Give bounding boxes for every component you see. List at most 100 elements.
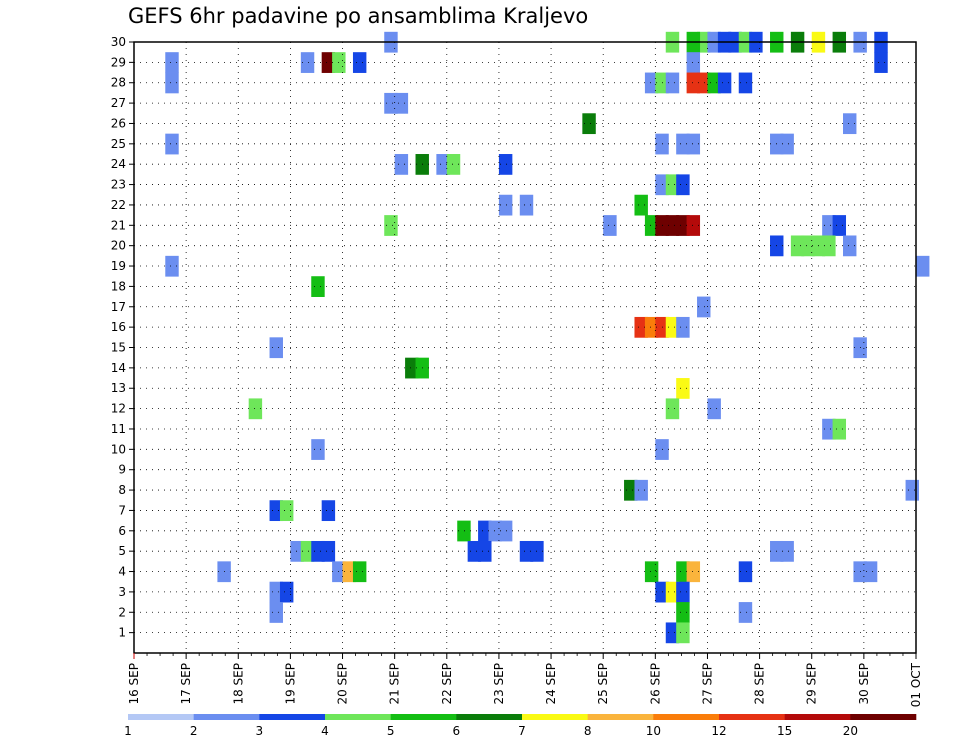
heatmap-cell xyxy=(863,561,878,583)
y-tick-label: 1 xyxy=(118,626,126,640)
legend-label: 2 xyxy=(190,724,198,738)
legend-label: 4 xyxy=(321,724,329,738)
heatmap-cell xyxy=(676,561,690,583)
heatmap-cell xyxy=(738,561,753,583)
heatmap-cell xyxy=(822,215,836,236)
heatmap-cell xyxy=(644,72,659,94)
heatmap-cell xyxy=(644,316,659,338)
legend-swatch xyxy=(259,714,326,720)
x-tick-label: 16 SEP xyxy=(127,663,141,705)
y-tick-label: 13 xyxy=(111,381,126,395)
heatmap-cell xyxy=(738,602,753,623)
heatmap-cell xyxy=(311,276,325,297)
heatmap-cell xyxy=(780,133,794,155)
legend-label: 1 xyxy=(124,724,132,738)
heatmap-cell xyxy=(665,398,680,420)
x-tick-label: 27 SEP xyxy=(700,663,714,705)
heatmap-cell xyxy=(478,520,492,542)
heatmap-cell xyxy=(394,92,409,114)
y-tick-label: 14 xyxy=(111,361,126,375)
heatmap-cell xyxy=(822,418,836,440)
legend-swatch xyxy=(193,714,260,720)
legend-swatch xyxy=(653,714,720,720)
y-tick-label: 28 xyxy=(111,76,126,90)
heatmap-cell xyxy=(644,215,659,236)
heatmap-cell xyxy=(634,479,648,501)
grid-lines xyxy=(134,41,916,653)
heatmap-cell xyxy=(665,622,680,644)
x-axis: 16 SEP 17 SEP 18 SEP 19 SEP 20 SEP 21 SEP 22 S… xyxy=(127,653,923,707)
y-tick-label: 15 xyxy=(111,341,126,355)
heatmap-cell xyxy=(843,113,857,135)
heatmap-cell xyxy=(665,215,680,236)
heatmap-cell xyxy=(269,602,283,623)
x-tick-label: 18 SEP xyxy=(231,663,245,705)
y-tick-label: 16 xyxy=(111,320,126,334)
heatmap-cell xyxy=(165,255,179,277)
legend-swatch xyxy=(784,714,851,720)
heatmap-cell xyxy=(519,194,534,216)
x-tick-label: 26 SEP xyxy=(648,663,662,705)
heatmap-cell xyxy=(582,113,596,135)
heatmap-cell xyxy=(269,337,283,359)
legend-swatch xyxy=(128,714,194,720)
heatmap-cell xyxy=(717,72,732,94)
legend-swatch xyxy=(456,714,523,720)
heatmap-cell xyxy=(686,133,701,155)
y-tick-label: 21 xyxy=(111,218,126,232)
x-tick-label: 22 SEP xyxy=(440,663,454,705)
heatmap-cell xyxy=(269,581,283,603)
y-tick-label: 29 xyxy=(111,55,126,69)
y-tick-label: 19 xyxy=(111,259,126,273)
heatmap-cell xyxy=(634,316,648,338)
heatmap-cell xyxy=(311,439,325,460)
heatmap-cell xyxy=(279,581,294,603)
x-tick-label: 24 SEP xyxy=(544,663,558,705)
heatmap-cell xyxy=(707,72,721,94)
heatmap-cell xyxy=(279,500,294,522)
x-tick-label: 23 SEP xyxy=(492,663,506,705)
legend-swatch xyxy=(522,714,588,720)
heatmap-cell xyxy=(165,72,179,94)
heatmap-cell xyxy=(697,296,711,318)
heatmap-cells xyxy=(165,31,930,644)
heatmap-cell xyxy=(686,52,701,73)
heatmap-cell xyxy=(634,194,648,216)
heatmap-cell xyxy=(686,561,701,583)
heatmap-cell xyxy=(832,215,847,236)
y-tick-label: 30 xyxy=(111,35,126,49)
x-tick-label: 01 OCT xyxy=(909,662,923,707)
heatmap-cell xyxy=(832,418,847,440)
legend-swatch xyxy=(719,714,785,720)
y-tick-label: 26 xyxy=(111,116,126,130)
heatmap-cell xyxy=(321,500,336,522)
heatmap-cell xyxy=(686,72,701,94)
x-tick-label: 25 SEP xyxy=(596,663,610,705)
heatmap-cell xyxy=(165,52,179,73)
heatmap-cell xyxy=(457,520,471,542)
x-tick-label: 20 SEP xyxy=(336,663,350,705)
heatmap-cell xyxy=(790,235,805,257)
heatmap-cell xyxy=(311,540,325,562)
heatmap-cell xyxy=(686,215,701,236)
heatmap-cell xyxy=(519,540,534,562)
legend-label: 8 xyxy=(584,724,592,738)
heatmap-cell xyxy=(624,479,638,501)
legend-swatch xyxy=(587,714,654,720)
legend-label: 10 xyxy=(646,724,661,738)
legend-label: 7 xyxy=(518,724,526,738)
heatmap-cell xyxy=(603,215,617,236)
legend-label: 15 xyxy=(777,724,792,738)
y-tick-label: 2 xyxy=(118,605,126,619)
y-tick-label: 8 xyxy=(118,483,126,497)
legend-label: 20 xyxy=(843,724,858,738)
x-tick-label: 21 SEP xyxy=(388,663,402,705)
heatmap-cell xyxy=(165,133,179,155)
heatmap-cell xyxy=(269,500,283,522)
legend-label: 3 xyxy=(256,724,264,738)
heatmap-cell xyxy=(394,154,409,175)
y-tick-label: 22 xyxy=(111,198,126,212)
heatmap-cell xyxy=(248,398,263,420)
heatmap-cell xyxy=(467,540,482,562)
heatmap-cell xyxy=(874,52,888,73)
